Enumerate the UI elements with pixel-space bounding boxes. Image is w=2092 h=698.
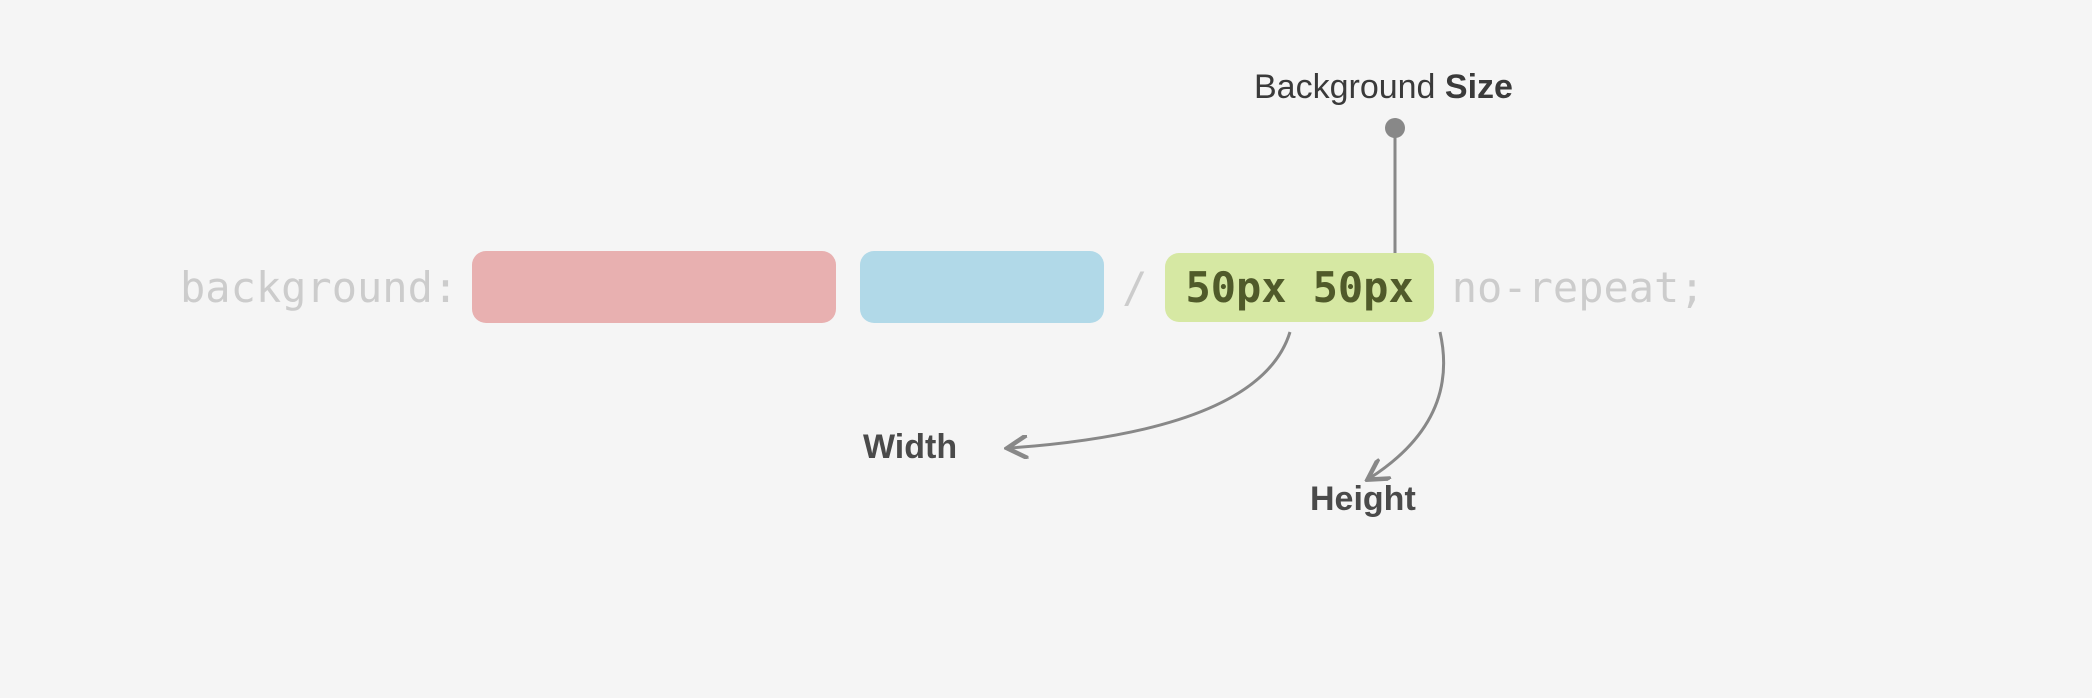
width-arrow	[1010, 332, 1290, 448]
url-token-pill	[472, 251, 836, 323]
size-token-pill: 50px 50px	[1165, 253, 1433, 322]
label-bold-part: Size	[1445, 68, 1513, 106]
width-label: Width	[863, 428, 957, 467]
css-background-diagram: Background Size background: / 50px 50px …	[0, 0, 2092, 698]
size-height-value: 50px	[1313, 263, 1414, 312]
top-connector-dot	[1385, 118, 1405, 138]
css-code-line: background: / 50px 50px no-repeat;	[180, 251, 1705, 323]
position-token-pill	[860, 251, 1104, 323]
repeat-value: no-repeat;	[1452, 263, 1705, 312]
height-arrow	[1370, 332, 1444, 478]
label-normal-part: Background	[1254, 68, 1445, 106]
connector-lines	[0, 0, 2092, 698]
height-label: Height	[1310, 480, 1416, 519]
separator: /	[1122, 263, 1147, 312]
size-width-value: 50px	[1185, 263, 1286, 312]
property-name: background:	[180, 263, 458, 312]
background-size-label: Background Size	[1254, 68, 1513, 107]
